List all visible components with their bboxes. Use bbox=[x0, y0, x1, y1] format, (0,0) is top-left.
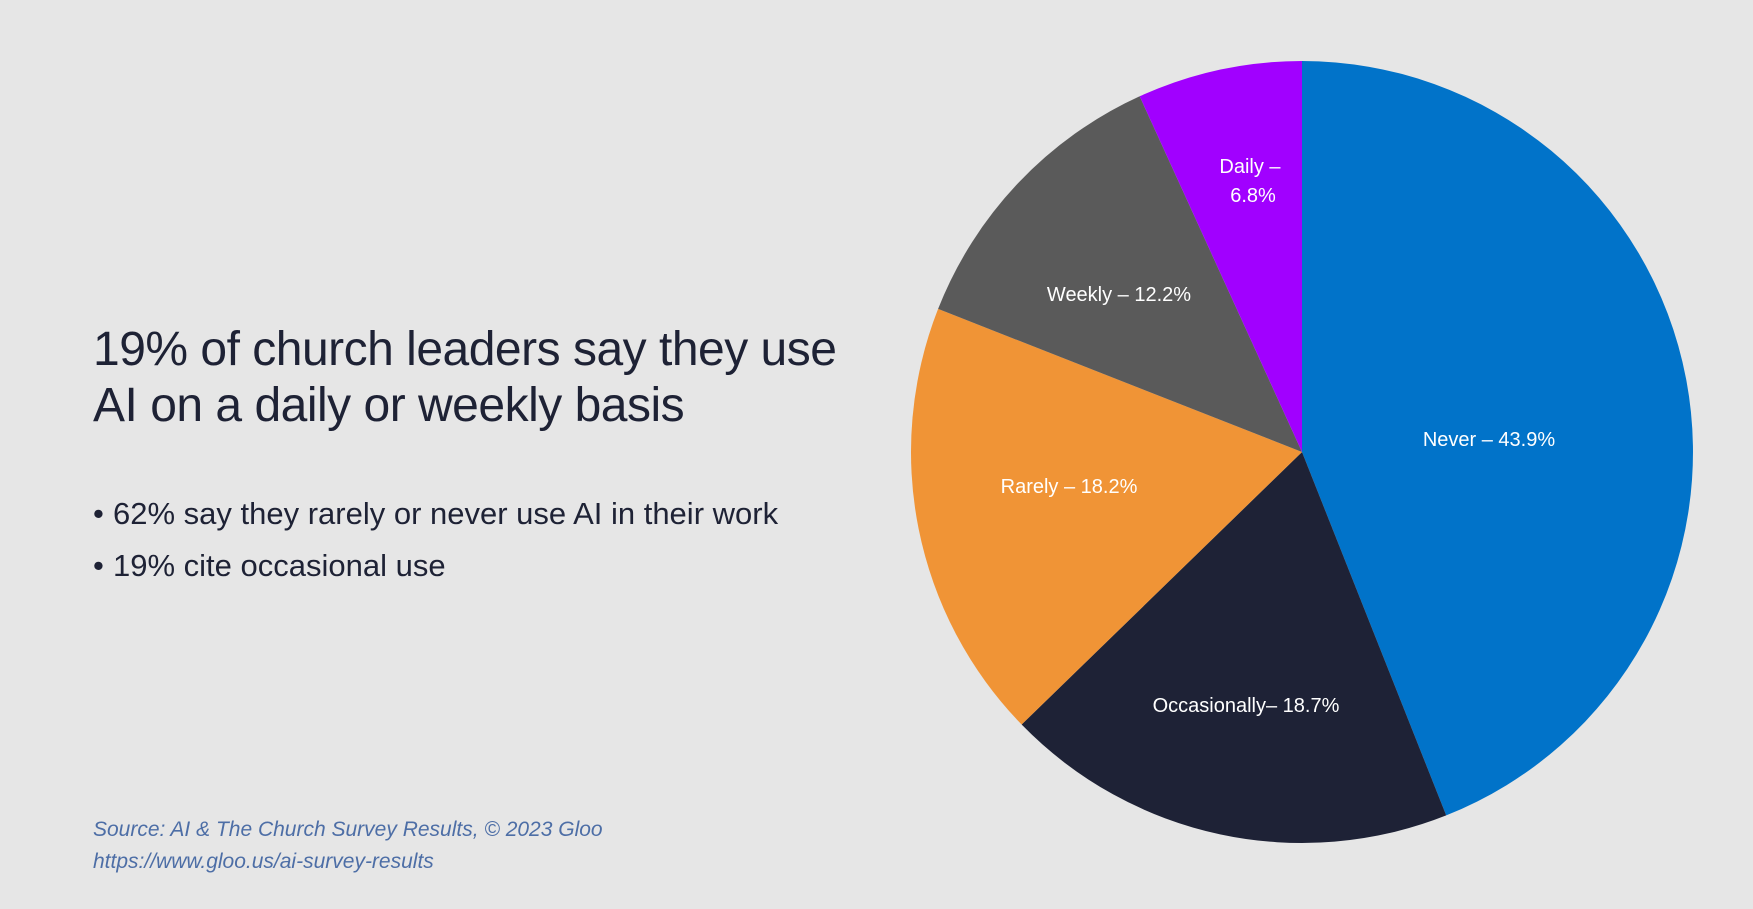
slice-label-rarely: Rarely – 18.2% bbox=[1001, 476, 1138, 498]
slice-label-daily-value: 6.8% bbox=[1230, 185, 1276, 207]
slice-label-never: Never – 43.9% bbox=[1423, 429, 1556, 451]
headline-line-2: AI on a daily or weekly basis bbox=[93, 379, 685, 432]
pie-slice-weekly bbox=[938, 96, 1302, 452]
bullet-item: • 19% cite occasional use bbox=[93, 540, 778, 592]
headline-line-1: 19% of church leaders say they use bbox=[93, 323, 837, 376]
bullet-item: • 62% say they rarely or never use AI in … bbox=[93, 488, 778, 540]
bullet-marker: • bbox=[93, 496, 104, 531]
source-citation: Source: AI & The Church Survey Results, … bbox=[93, 818, 603, 841]
headline: 19% of church leaders say they use AI on… bbox=[93, 322, 837, 434]
source-url: https://www.gloo.us/ai-survey-results bbox=[93, 850, 434, 873]
pie-slices bbox=[910, 61, 1693, 843]
slice-label-weekly: Weekly – 12.2% bbox=[1047, 284, 1191, 306]
bullet-marker: • bbox=[93, 548, 104, 583]
bullet-list: • 62% say they rarely or never use AI in … bbox=[93, 488, 778, 592]
bullet-text: 19% cite occasional use bbox=[113, 548, 446, 583]
source-note: Source: AI & The Church Survey Results, … bbox=[93, 814, 603, 878]
pie-slice-rarely bbox=[910, 308, 1302, 725]
slice-label-occasionally: Occasionally– 18.7% bbox=[1153, 695, 1340, 717]
pie-slice-never bbox=[1302, 61, 1693, 816]
pie-slice-daily bbox=[1139, 61, 1302, 452]
pie-slice-occasionally bbox=[1021, 452, 1447, 843]
bullet-text: 62% say they rarely or never use AI in t… bbox=[113, 496, 779, 531]
slice-label-daily-name: Daily – bbox=[1219, 156, 1281, 178]
pie-labels: Never – 43.9% Occasionally– 18.7% Rarely… bbox=[1001, 156, 1556, 717]
